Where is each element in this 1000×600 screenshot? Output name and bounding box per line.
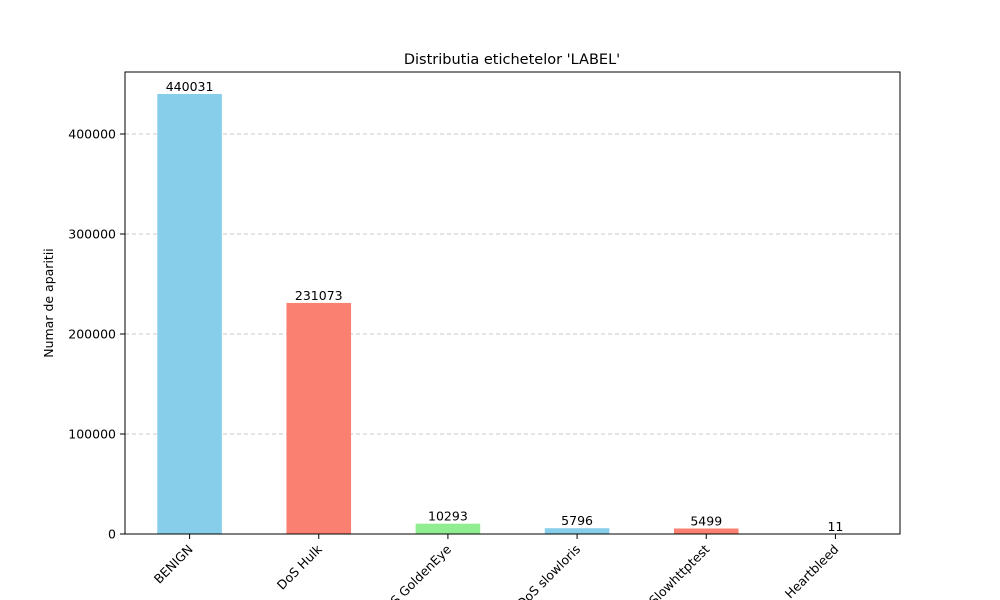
- y-axis-label: Numar de aparitii: [41, 248, 56, 358]
- value-labels: 440031 231073 10293 5796 5499 11: [166, 79, 844, 534]
- y-axis-ticks: 0 100000 200000 300000 400000: [68, 127, 125, 542]
- x-tick-label: DoS slowloris: [514, 542, 584, 600]
- chart-title: Distributia etichetelor 'LABEL': [404, 52, 620, 68]
- bar-value-label: 10293: [428, 509, 468, 524]
- y-tick-label: 300000: [68, 227, 116, 242]
- plot-frame: [124, 71, 901, 535]
- bar: [673, 528, 739, 534]
- bar: [286, 302, 352, 534]
- bar-value-label: 5796: [561, 513, 593, 528]
- bar-value-label: 231073: [295, 288, 343, 303]
- y-tick-label: 100000: [68, 427, 116, 442]
- x-tick-label: BENIGN: [151, 542, 196, 587]
- bar-value-label: 440031: [166, 79, 214, 94]
- x-tick-label: Heartbleed: [782, 542, 842, 600]
- bar-value-label: 5499: [690, 514, 722, 529]
- x-tick-label: DoS Slowhttptest: [625, 541, 712, 600]
- bars: [157, 93, 868, 535]
- y-tick-label: 0: [108, 527, 116, 542]
- bar-value-label: 11: [827, 519, 843, 534]
- bar: [415, 523, 481, 534]
- grid-lines: [125, 133, 900, 435]
- y-tick-label: 400000: [68, 127, 116, 142]
- x-tick-label: DoS GoldenEye: [375, 541, 454, 600]
- bar: [544, 528, 610, 534]
- x-tick-label: DoS Hulk: [274, 541, 326, 593]
- bar: [157, 93, 222, 535]
- x-axis-ticks: BENIGN DoS Hulk DoS GoldenEye DoS slowloris…: [151, 534, 842, 600]
- y-tick-label: 200000: [68, 327, 116, 342]
